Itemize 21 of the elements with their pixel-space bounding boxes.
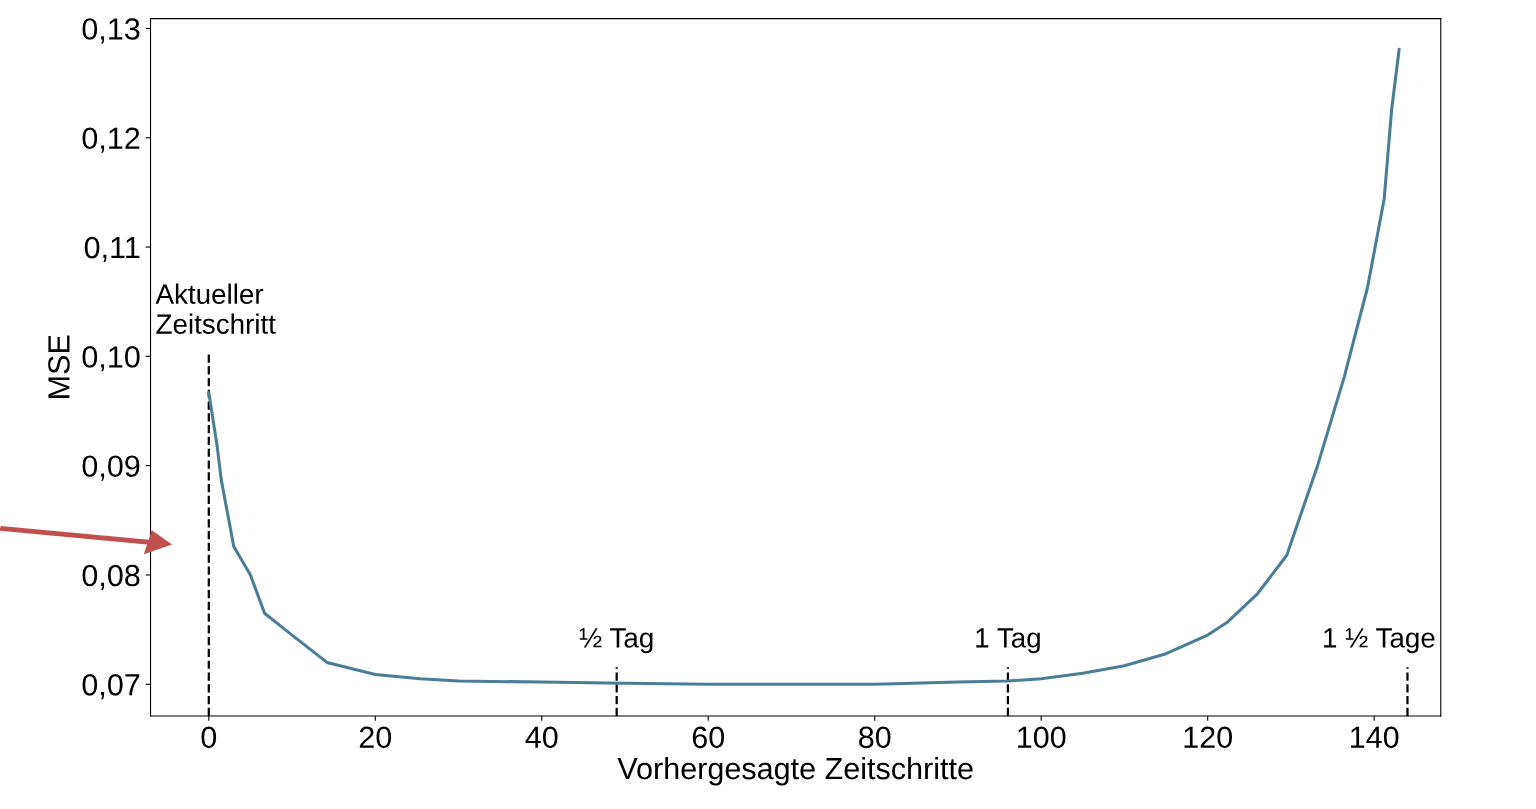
- y-tick-label: 0,09: [82, 455, 140, 481]
- y-axis-title: MSE: [48, 335, 70, 398]
- x-tick-label: 20: [359, 726, 392, 749]
- x-tick-label: 60: [692, 726, 725, 749]
- y-tick-label: 0,12: [82, 127, 140, 153]
- ref-line-label: 1 Tag: [976, 628, 1040, 654]
- y-tick-label: 0,10: [82, 346, 140, 372]
- x-tick-label: 100: [1018, 726, 1066, 749]
- y-tick-label: 0,13: [82, 18, 140, 44]
- x-tick-label: 120: [1184, 726, 1232, 749]
- ref-line-label: ½ Tag: [579, 628, 653, 654]
- x-tick-label: 40: [525, 726, 558, 749]
- ref-line-label: Aktueller Zeitschritt: [155, 283, 276, 334]
- y-tick-label: 0,11: [84, 236, 140, 263]
- x-tick-label: 80: [859, 726, 891, 749]
- x-axis-title: Vorhergesagte Zeitschritte: [617, 756, 973, 786]
- ref-line-label: 1 ½ Tage: [1324, 628, 1435, 654]
- x-tick-label: 0: [201, 726, 217, 749]
- x-tick-label: 140: [1351, 726, 1399, 749]
- y-tick-label: 0,07: [82, 674, 140, 700]
- y-tick-label: 0,08: [82, 564, 140, 590]
